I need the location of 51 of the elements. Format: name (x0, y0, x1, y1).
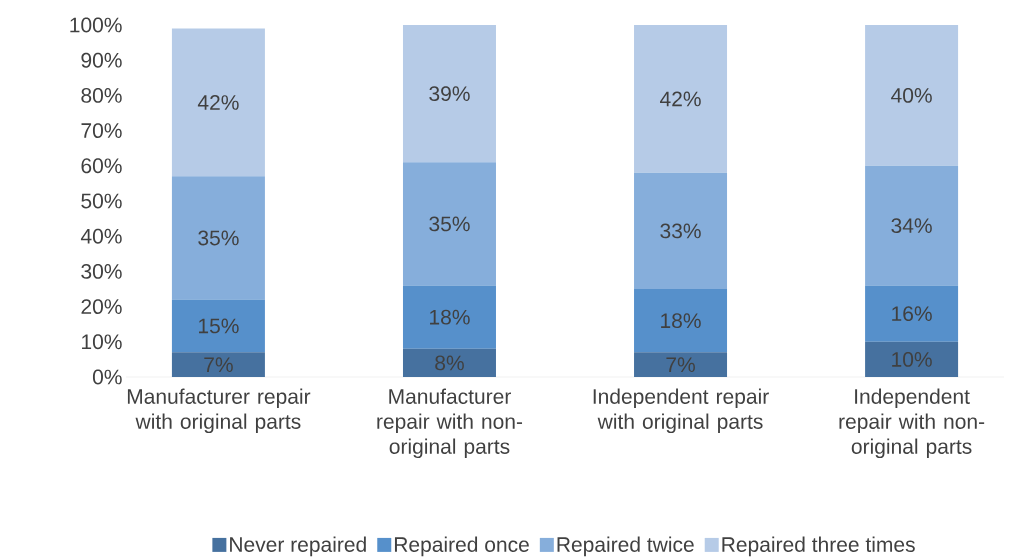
data-label: 7% (666, 357, 695, 373)
bar (402, 162, 496, 286)
x-tick-label: Independent repair with original parts (593, 388, 769, 434)
bar (865, 285, 959, 342)
data-label: 18% (430, 309, 470, 325)
data-label: 42% (197, 95, 239, 110)
legend-label: Repaired twice (557, 536, 694, 557)
data-label: 33% (660, 223, 701, 239)
bar (402, 285, 496, 349)
y-tick-label: 70% (81, 123, 122, 139)
bar (402, 348, 496, 377)
y-tick-label: 20% (81, 299, 122, 315)
data-label: 16% (892, 306, 932, 322)
legend-label: Repaired three times (722, 536, 915, 557)
bar (171, 28, 265, 177)
y-tick-label: 10% (82, 334, 122, 350)
bar (865, 165, 959, 286)
y-tick-label: 80% (81, 87, 122, 103)
y-tick-label: 0% (92, 369, 122, 385)
bar (171, 176, 265, 300)
legend-label: Repaired once (394, 536, 529, 557)
bar (865, 341, 959, 377)
data-label: 35% (198, 230, 239, 246)
y-tick-label: 100% (70, 17, 122, 33)
y-tick-label: 90% (81, 52, 122, 68)
data-label: 10% (892, 351, 932, 367)
y-tick-label: 30% (81, 263, 122, 279)
data-label: 35% (429, 216, 470, 232)
legend-label: Never repaired (230, 536, 366, 557)
data-label: 8% (435, 355, 464, 371)
data-label: 18% (661, 313, 701, 329)
x-tick-label: Manufacturer repair with non-original parts (377, 388, 523, 459)
x-tick-label: Manufacturer repair with original parts (127, 388, 311, 434)
bar (634, 289, 728, 353)
y-tick-label: 60% (81, 158, 122, 174)
bar (634, 172, 728, 289)
data-label: 15% (199, 318, 239, 334)
bar (634, 25, 728, 173)
bar (402, 25, 496, 163)
x-tick-label: Independent repair with non-original parts (839, 388, 985, 459)
data-label: 42% (660, 91, 701, 107)
data-label: 39% (429, 86, 470, 102)
bar (634, 352, 728, 377)
bar (865, 25, 959, 166)
data-label: 40% (891, 87, 932, 103)
bar (171, 352, 265, 377)
y-tick-label: 50% (81, 193, 122, 209)
data-label: 34% (891, 218, 932, 234)
y-tick-label: 40% (80, 228, 122, 244)
bar (171, 299, 265, 353)
data-label: 7% (204, 357, 233, 373)
